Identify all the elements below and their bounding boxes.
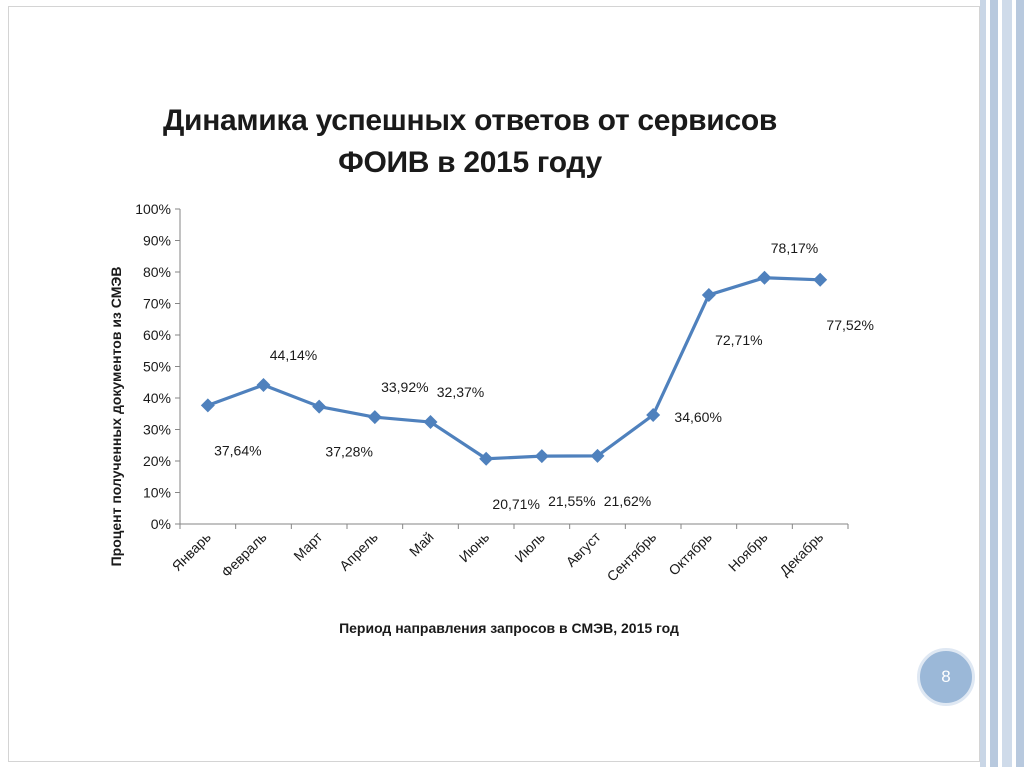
data-label: 32,37% bbox=[437, 384, 484, 400]
x-tick-label: Октябрь bbox=[665, 529, 715, 579]
data-point-marker bbox=[534, 449, 549, 464]
y-tick-label: 50% bbox=[143, 359, 171, 375]
chart-title-line1: Динамика успешных ответов от сервисов bbox=[162, 104, 778, 137]
y-tick-label: 90% bbox=[143, 233, 171, 249]
data-point-marker bbox=[312, 399, 327, 414]
x-axis-title: Период направления запросов в СМЭВ, 2015… bbox=[339, 620, 679, 636]
y-tick-label: 20% bbox=[143, 453, 171, 469]
x-tick-label: Сентябрь bbox=[604, 529, 660, 585]
data-label: 21,62% bbox=[604, 493, 651, 509]
y-tick-label: 0% bbox=[151, 516, 171, 532]
y-tick-label: 70% bbox=[143, 296, 171, 312]
y-tick-label: 40% bbox=[143, 390, 171, 406]
x-tick-label: Май bbox=[406, 529, 437, 560]
x-tick-label: Январь bbox=[169, 529, 214, 574]
data-label: 33,92% bbox=[381, 379, 428, 395]
slide-frame bbox=[8, 6, 980, 762]
data-point-marker bbox=[200, 398, 215, 413]
data-label: 20,71% bbox=[492, 496, 539, 512]
data-point-marker bbox=[813, 272, 828, 287]
data-label: 72,71% bbox=[715, 332, 762, 348]
data-point-marker bbox=[479, 451, 494, 466]
x-tick-label: Июль bbox=[511, 529, 548, 566]
y-axis-title: Процент полученных документов из СМЭВ bbox=[108, 267, 124, 567]
series-line bbox=[207, 276, 821, 461]
data-label: 78,17% bbox=[771, 240, 818, 256]
y-tick-label: 30% bbox=[143, 422, 171, 438]
x-tick-label: Ноябрь bbox=[725, 529, 771, 575]
x-tick-label: Декабрь bbox=[776, 529, 826, 579]
data-point-marker bbox=[423, 415, 438, 430]
y-tick-label: 100% bbox=[135, 201, 171, 217]
data-label: 37,64% bbox=[214, 442, 261, 458]
data-label: 44,14% bbox=[270, 347, 317, 363]
data-label: 77,52% bbox=[826, 317, 873, 333]
x-tick-label: Июнь bbox=[456, 529, 492, 565]
decorative-side-stripes bbox=[980, 0, 1024, 767]
y-tick-label: 10% bbox=[143, 485, 171, 501]
x-tick-label: Март bbox=[290, 528, 325, 563]
data-point-marker bbox=[367, 410, 382, 425]
data-label: 37,28% bbox=[325, 444, 372, 460]
y-tick-label: 80% bbox=[143, 264, 171, 280]
data-label: 21,55% bbox=[548, 493, 595, 509]
data-point-marker bbox=[590, 448, 605, 463]
x-tick-label: Февраль bbox=[218, 529, 270, 581]
data-label: 34,60% bbox=[674, 409, 721, 425]
data-point-marker bbox=[256, 377, 271, 392]
data-point-marker bbox=[646, 408, 661, 423]
data-point-marker bbox=[701, 287, 716, 302]
page-number-badge: 8 bbox=[917, 648, 975, 706]
x-tick-label: Август bbox=[563, 528, 605, 570]
chart-title-line2: ФОИВ в 2015 году bbox=[338, 146, 602, 179]
data-point-marker bbox=[757, 270, 772, 285]
x-tick-label: Апрель bbox=[336, 529, 381, 574]
y-tick-label: 60% bbox=[143, 327, 171, 343]
